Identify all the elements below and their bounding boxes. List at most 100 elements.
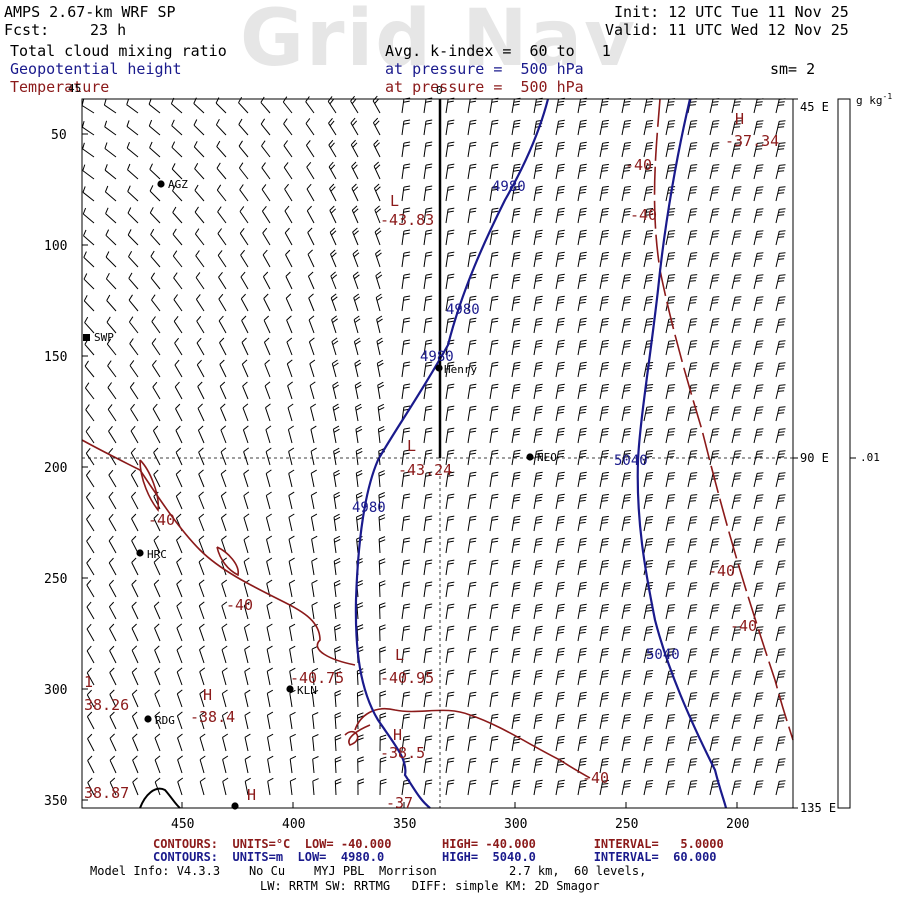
- wind-barb: [154, 689, 161, 708]
- wind-barb: [489, 669, 499, 686]
- wind-barb: [199, 645, 205, 664]
- wind-barb: [577, 669, 587, 686]
- wind-barb: [284, 183, 293, 202]
- wind-barb: [621, 538, 632, 554]
- wind-barb: [731, 780, 742, 796]
- wind-barb: [775, 450, 786, 466]
- wind-barb: [709, 318, 720, 334]
- wind-barb: [709, 164, 720, 180]
- wind-barb: [753, 186, 764, 202]
- wind-barb: [533, 273, 543, 290]
- wind-barb: [555, 163, 565, 180]
- station-markers: AGZ SWP Henry NEO HRC KLN RDG: [83, 178, 557, 810]
- wind-barb: [198, 535, 205, 554]
- wind-barb: [467, 141, 477, 158]
- wind-barb: [128, 250, 139, 268]
- wind-barb: [401, 383, 411, 400]
- wind-barb: [467, 163, 477, 180]
- wind-barb: [220, 513, 227, 532]
- wind-barb: [423, 713, 433, 730]
- wind-barb: [467, 669, 477, 686]
- wind-barb: [357, 712, 364, 730]
- wind-barb: [467, 339, 477, 356]
- wind-barb: [709, 692, 720, 708]
- wind-barb: [151, 294, 161, 312]
- wind-barb: [401, 735, 411, 752]
- wind-barb: [511, 141, 521, 158]
- wind-barb: [283, 118, 293, 136]
- wind-barb: [511, 119, 521, 136]
- wind-barb: [533, 185, 543, 202]
- wind-barb: [352, 227, 359, 246]
- wind-barb: [108, 513, 117, 532]
- wind-barb: [331, 315, 338, 334]
- wind-barb: [753, 252, 764, 268]
- wind-barb: [467, 581, 477, 598]
- wind-barb: [467, 471, 477, 488]
- wind-barb: [423, 295, 433, 312]
- wind-barb: [709, 560, 720, 576]
- wind-barb: [621, 142, 632, 158]
- wind-barb: [109, 645, 117, 664]
- wind-barb: [621, 758, 632, 774]
- wind-barb: [599, 427, 609, 444]
- wind-barb: [379, 778, 387, 796]
- wind-barb: [775, 428, 786, 444]
- low-marker: L: [395, 646, 404, 664]
- wind-barb: [775, 626, 786, 642]
- wind-barb: [372, 117, 381, 136]
- wind-barb: [687, 230, 698, 246]
- wind-barb: [401, 361, 411, 378]
- wind-barb: [445, 779, 455, 796]
- wind-barb: [309, 381, 316, 400]
- wind-barb: [555, 581, 565, 598]
- wind-barb: [621, 230, 632, 246]
- wind-barb: [621, 472, 632, 488]
- wind-barb: [665, 340, 676, 356]
- wind-barb: [577, 383, 587, 400]
- wind-barb: [665, 120, 676, 136]
- height-labels: 4980 4980 4980 4980 5040 5040: [352, 179, 680, 663]
- x-tick: 200: [726, 817, 749, 832]
- station-label: SWP: [94, 331, 114, 344]
- station-kln: KLN: [286, 684, 317, 697]
- wind-barb: [170, 97, 183, 114]
- field-geopotential: Geopotential height: [10, 60, 182, 78]
- wind-barb: [599, 757, 609, 774]
- temp-contour-west: [81, 439, 356, 666]
- wind-barb: [445, 383, 455, 400]
- wind-barb: [334, 690, 342, 708]
- wind-barb: [332, 381, 339, 400]
- wind-barb: [109, 777, 117, 796]
- wind-barb: [379, 690, 387, 708]
- wind-barb: [599, 207, 609, 224]
- wind-barb: [379, 624, 386, 642]
- wind-barb: [445, 449, 455, 466]
- wind-barb: [334, 778, 342, 796]
- wind-barb: [333, 447, 341, 466]
- wind-barb: [355, 469, 363, 488]
- wind-barb: [288, 579, 296, 598]
- wind-barb: [753, 208, 764, 224]
- wind-barb: [105, 229, 117, 246]
- wind-barb: [401, 141, 411, 158]
- wind-barb: [687, 318, 698, 334]
- wind-barb: [489, 295, 499, 312]
- wind-barb: [172, 206, 183, 224]
- temp-label: -40: [148, 511, 175, 529]
- wind-barb: [199, 777, 206, 796]
- wind-barb: [489, 713, 499, 730]
- y-tick: 300: [44, 683, 67, 698]
- wind-barb: [577, 207, 587, 224]
- wind-barb: [731, 604, 742, 620]
- wind-barb: [423, 251, 433, 268]
- wind-barb: [289, 689, 296, 708]
- wind-barb: [423, 625, 433, 642]
- wind-barb: [222, 733, 229, 752]
- wind-barb: [238, 140, 249, 158]
- wind-barb: [105, 207, 117, 224]
- right-tick: 45 E: [800, 100, 829, 114]
- wind-barb: [533, 405, 543, 422]
- wind-barb: [154, 777, 161, 796]
- wind-barb: [196, 359, 205, 378]
